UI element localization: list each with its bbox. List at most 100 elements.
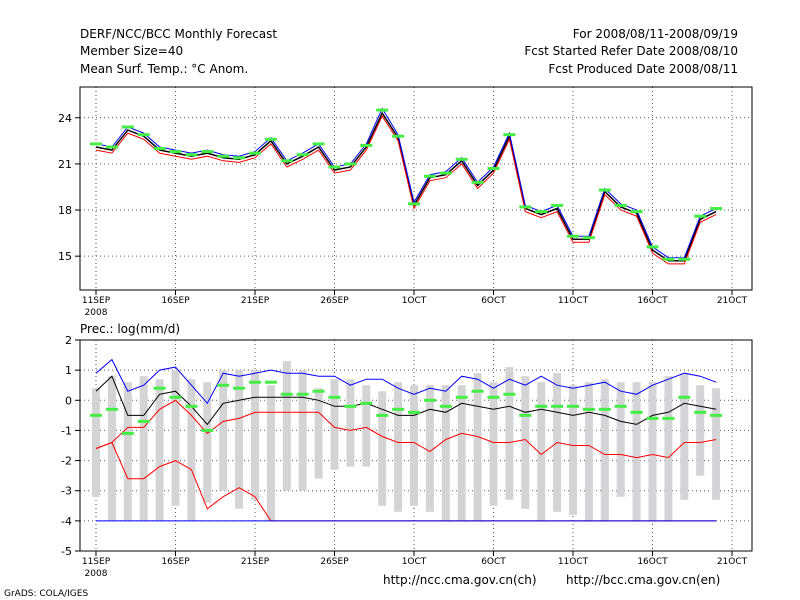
precip-spread-box	[616, 382, 625, 497]
precip-ytick-label: 1	[65, 364, 72, 377]
temp-xtick-label: 21OCT	[717, 296, 748, 306]
precip-observed-marker	[312, 389, 325, 393]
precip-observed-marker	[105, 407, 118, 411]
temp-observed-marker	[598, 188, 611, 192]
precip-observed-marker	[439, 404, 452, 408]
precip-ytick-label: 2	[65, 334, 72, 347]
precip-xtick-label: 11SEP	[82, 557, 111, 567]
temp-xtick-label: 1OCT	[402, 296, 427, 306]
precip-panel-title: Prec.: log(mm/d)	[80, 322, 180, 336]
temp-observed-marker	[471, 180, 484, 184]
precip-observed-marker	[328, 395, 341, 399]
grads-credit: GrADS: COLA/IGES	[4, 589, 88, 599]
temp-observed-marker	[105, 145, 118, 149]
temp-observed-marker	[423, 174, 436, 178]
precip-xtick-label: 16SEP	[161, 557, 190, 567]
precip-ytick-label: -2	[61, 455, 72, 468]
temp-series-lower-line	[95, 115, 717, 265]
temp-observed-marker	[296, 153, 309, 157]
temp-observed-marker	[551, 203, 564, 207]
url-english: http://bcc.cma.gov.cn(en)	[566, 573, 720, 587]
precip-xtick-label: 21SEP	[241, 557, 270, 567]
temp-observed-marker	[376, 108, 389, 112]
precip-spread-box	[537, 382, 546, 521]
precip-spread-box	[489, 382, 498, 506]
variable-label: Mean Surf. Temp.: °C Anom.	[80, 62, 249, 76]
temp-observed-marker	[408, 202, 420, 206]
url-chinese: http://ncc.cma.gov.cn(ch)	[383, 573, 537, 587]
precip-observed-marker	[535, 404, 548, 408]
produced-date: Fcst Produced Date 2008/08/11	[548, 62, 738, 76]
precip-spread-box	[505, 367, 514, 500]
precip-spread-box	[203, 382, 212, 503]
temp-observed-marker	[535, 210, 548, 214]
precip-spread-box	[235, 370, 244, 509]
precip-observed-marker	[360, 401, 373, 405]
precip-ytick-label: -1	[61, 424, 72, 437]
precip-xtick-label: 6OCT	[481, 557, 506, 567]
precip-observed-marker	[201, 428, 214, 432]
precip-ytick-label: 0	[65, 394, 72, 407]
precip-spread-box	[569, 385, 577, 515]
precip-spread-box	[139, 376, 148, 521]
precip-spread-box	[457, 385, 466, 521]
precip-spread-box	[425, 385, 434, 512]
precip-observed-marker	[519, 413, 532, 417]
precip-spread-box	[410, 385, 418, 506]
temp-observed-marker	[519, 205, 532, 209]
precip-spread-box	[187, 379, 196, 521]
precip-observed-marker	[678, 395, 691, 399]
precip-observed-marker	[90, 413, 102, 417]
precip-spread-box	[266, 385, 275, 521]
precip-spread-box	[346, 379, 355, 467]
temp-observed-marker	[201, 150, 214, 154]
temp-observed-marker	[614, 203, 627, 207]
temp-observed-marker	[249, 151, 261, 155]
precip-observed-marker	[455, 395, 468, 399]
precip-observed-marker	[710, 413, 723, 417]
precip-spread-box	[171, 370, 180, 506]
precip-observed-marker	[471, 389, 484, 393]
temp-xtick-label: 6OCT	[481, 296, 506, 306]
temp-series-upper-line	[95, 107, 717, 259]
precip-spread-box	[251, 370, 259, 500]
temp-observed-marker	[264, 137, 277, 141]
precip-xtick-label: 11OCT	[558, 557, 589, 567]
temp-year-label: 2008	[85, 308, 108, 318]
temp-xtick-label: 26SEP	[320, 296, 349, 306]
precip-spread-box	[680, 373, 689, 500]
temp-xtick-label: 21SEP	[241, 296, 270, 306]
precip-observed-marker	[503, 392, 516, 396]
precip-observed-marker	[551, 404, 564, 408]
temp-observed-marker	[169, 150, 182, 154]
precip-observed-marker	[169, 395, 182, 399]
temp-observed-marker	[328, 165, 341, 169]
temp-observed-marker	[233, 156, 246, 160]
temp-observed-marker	[137, 133, 150, 137]
precip-observed-marker	[376, 413, 389, 417]
temp-ytick-label: 15	[58, 250, 72, 263]
temp-observed-marker	[90, 142, 102, 146]
precip-year-label: 2008	[85, 569, 108, 579]
precip-series-mid_red-line	[95, 399, 717, 459]
temp-observed-marker	[312, 142, 325, 146]
precip-ytick-label: -4	[61, 515, 72, 528]
precip-observed-marker	[598, 407, 611, 411]
precip-observed-marker	[487, 395, 500, 399]
precip-xtick-label: 1OCT	[402, 557, 427, 567]
precip-spread-box	[155, 379, 164, 521]
temp-ytick-label: 24	[58, 112, 72, 125]
temp-ytick-label: 21	[58, 158, 72, 171]
temp-xtick-label: 11OCT	[558, 296, 589, 306]
precip-series-mean-line	[95, 375, 717, 426]
precip-observed-marker	[153, 386, 166, 390]
precip-observed-marker	[630, 410, 643, 414]
precip-observed-marker	[392, 407, 405, 411]
precip-observed-marker	[662, 416, 675, 420]
precip-spread-box	[107, 376, 116, 521]
precip-spread-box	[648, 382, 657, 521]
precip-observed-marker	[233, 386, 246, 390]
precip-observed-marker	[296, 392, 309, 396]
precip-xtick-label: 21OCT	[717, 557, 748, 567]
precip-observed-marker	[423, 398, 436, 402]
